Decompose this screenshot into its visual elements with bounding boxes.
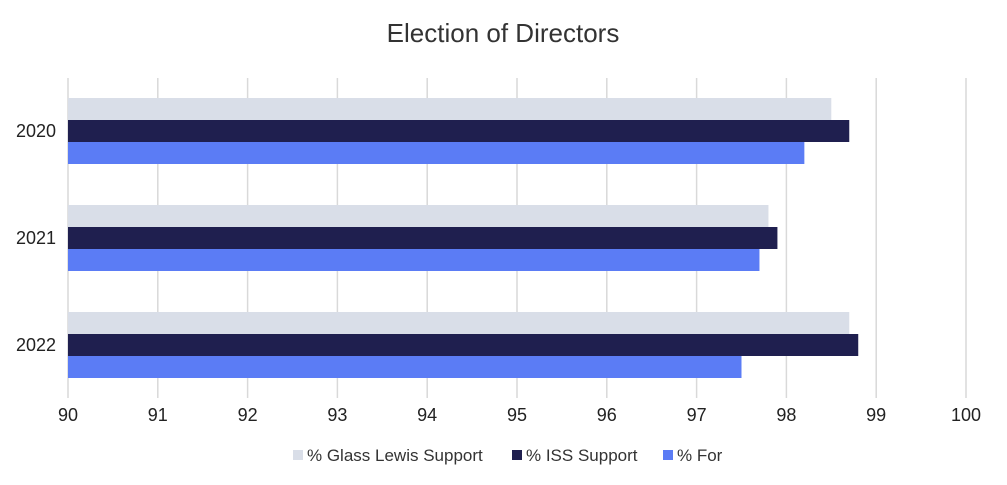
x-tick-label: 94 <box>417 405 437 425</box>
legend-swatch <box>293 450 303 460</box>
legend-swatch <box>663 450 673 460</box>
bar-2022-series-0 <box>68 312 850 334</box>
x-tick-label: 99 <box>866 405 886 425</box>
bar-2020-series-2 <box>68 142 805 164</box>
x-tick-label: 100 <box>951 405 981 425</box>
bar-2022-series-2 <box>68 356 742 378</box>
legend-label: % ISS Support <box>526 446 638 465</box>
bar-2021-series-0 <box>68 205 769 227</box>
y-category-label: 2020 <box>16 121 56 141</box>
x-axis-labels: 90 91 92 93 94 95 96 97 98 99 100 <box>58 405 981 425</box>
x-tick-label: 92 <box>238 405 258 425</box>
x-tick-label: 96 <box>597 405 617 425</box>
y-category-label: 2022 <box>16 335 56 355</box>
x-tick-label: 97 <box>687 405 707 425</box>
x-tick-label: 91 <box>148 405 168 425</box>
bar-2021-series-1 <box>68 227 778 249</box>
bars <box>68 98 859 378</box>
bar-2020-series-1 <box>68 120 850 142</box>
x-tick-label: 90 <box>58 405 78 425</box>
bar-2022-series-1 <box>68 334 859 356</box>
legend-label: % For <box>677 446 723 465</box>
legend: % Glass Lewis Support % ISS Support % For <box>293 446 723 465</box>
x-tick-label: 93 <box>327 405 347 425</box>
bar-2020-series-0 <box>68 98 832 120</box>
legend-swatch <box>512 450 522 460</box>
y-axis-labels: 2020 2021 2022 <box>16 121 56 355</box>
bar-2021-series-2 <box>68 249 760 271</box>
chart-title: Election of Directors <box>387 18 620 48</box>
x-tick-label: 95 <box>507 405 527 425</box>
y-category-label: 2021 <box>16 228 56 248</box>
legend-label: % Glass Lewis Support <box>307 446 483 465</box>
x-tick-label: 98 <box>776 405 796 425</box>
